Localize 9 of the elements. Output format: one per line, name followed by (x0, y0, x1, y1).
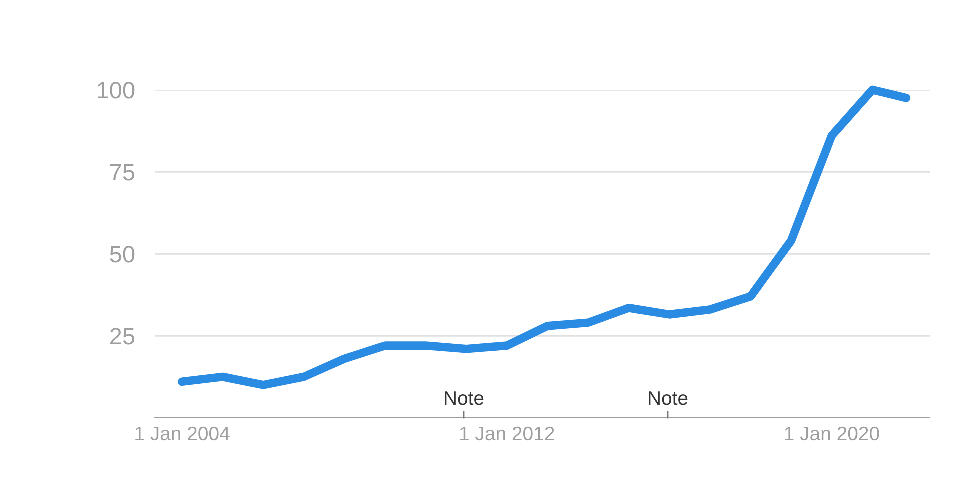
x-tick-label: 1 Jan 2012 (460, 426, 554, 441)
y-tick-label: 75 (110, 164, 135, 181)
x-tick-label: 1 Jan 2004 (136, 426, 230, 441)
y-tick-label: 100 (98, 82, 135, 99)
annotation: Note (445, 392, 484, 406)
x-tick-label: 1 Jan 2020 (785, 426, 880, 441)
annotation: Note (649, 392, 688, 406)
y-tick-label: 50 (110, 246, 135, 263)
y-tick-label: 25 (110, 328, 135, 345)
